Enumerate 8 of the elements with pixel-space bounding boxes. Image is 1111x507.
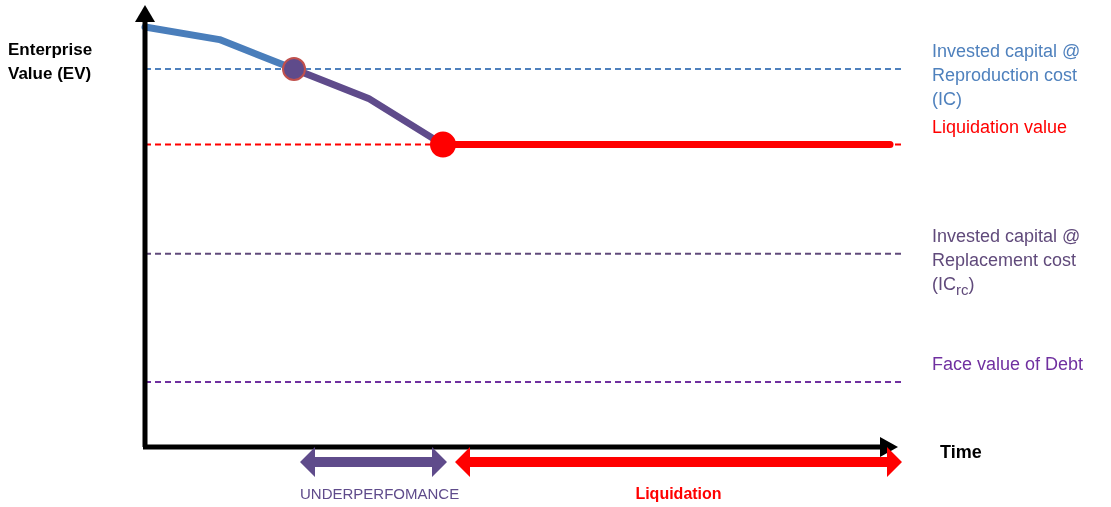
text: Liquidation (635, 485, 722, 502)
text: UNDERPERFOMANCE (300, 484, 460, 504)
ref-line-label: Face value of Debt (932, 352, 1085, 376)
ref-line-label: Liquidation value (932, 115, 1069, 139)
y-axis-title: Enterprise Value (EV) (8, 39, 94, 85)
ref-line-label: Invested capital @ Reproduction cost (IC) (932, 40, 1082, 111)
x-axis-title: Time (940, 441, 982, 464)
ref-line-label: Invested capital @ Replacement cost (IC$_{rc}$) (932, 224, 1082, 300)
